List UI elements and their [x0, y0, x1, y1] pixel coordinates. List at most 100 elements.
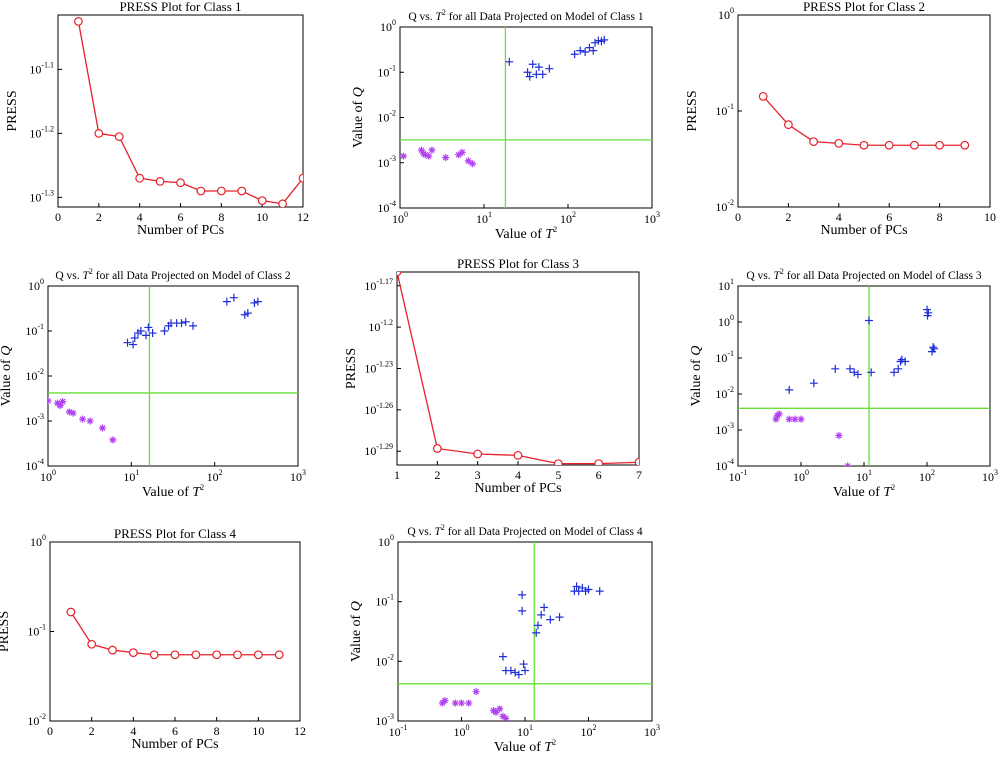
- y-tick-label: 10-2: [715, 198, 734, 214]
- y-tick-label: 10-1.29: [364, 442, 393, 458]
- in-class-point: [59, 398, 67, 406]
- x-tick-label: 2: [785, 210, 791, 224]
- axes-frame: [47, 285, 299, 467]
- y-axis-label: Value of Q: [351, 87, 366, 148]
- press-line: [70, 611, 280, 656]
- out-class-point: [929, 343, 938, 352]
- x-axis-label: Value of T2: [494, 738, 556, 755]
- x-tick-label: 12: [294, 724, 306, 738]
- y-tick-label: 10-2: [715, 385, 734, 401]
- in-class-point: [835, 432, 843, 440]
- plot-area: [738, 286, 990, 466]
- x-tick-label: 100: [40, 468, 56, 484]
- x-tick-label: 10: [252, 724, 264, 738]
- x-axis-label: Value of T2: [142, 483, 204, 500]
- out-class-point: [850, 368, 859, 377]
- press-point: [66, 607, 76, 617]
- out-class-point: [222, 297, 231, 306]
- out-class-point: [572, 582, 581, 591]
- x-tick-label: 4: [515, 468, 521, 482]
- plot-area: [48, 286, 298, 466]
- press-point: [196, 186, 206, 196]
- out-class-point: [142, 331, 151, 340]
- x-tick-label: 4: [836, 210, 842, 224]
- plot-area: [398, 542, 652, 721]
- out-class-point: [505, 57, 514, 66]
- in-class-point: [464, 157, 472, 165]
- x-axis-label: Number of PCs: [820, 223, 907, 238]
- in-class-point: [502, 715, 510, 721]
- in-class-point: [797, 415, 805, 423]
- chart-panel-2: 100 101 102 103 10-4 10-3 10-2 10-1 100 Q vs. T2 …: [351, 8, 660, 242]
- press-point: [74, 17, 83, 26]
- press-point: [809, 137, 818, 147]
- x-tick-label: 8: [214, 724, 220, 738]
- out-class-point: [546, 615, 555, 624]
- x-tick-label: 101: [517, 723, 533, 739]
- y-tick-label: 100: [380, 18, 396, 34]
- y-tick-label: 10-1: [25, 322, 44, 338]
- y-tick-label: 10-4: [25, 457, 44, 473]
- out-class-point: [521, 666, 529, 675]
- out-class-point: [532, 628, 541, 637]
- y-axis-label: PRESS: [344, 348, 359, 389]
- press-point: [114, 132, 124, 142]
- out-class-point: [518, 590, 527, 599]
- out-class-point: [853, 370, 862, 379]
- chart-panel-6: 10-1 100 101 102 103 10-4 10-3 10-2 10-1 100 101 Q …: [689, 267, 998, 500]
- press-point: [253, 650, 263, 660]
- x-tick-label: 7: [636, 468, 642, 482]
- out-class-point: [523, 68, 532, 77]
- out-class-point: [506, 666, 515, 675]
- y-axis-label: PRESS: [685, 90, 700, 131]
- in-class-point: [465, 699, 473, 707]
- y-tick-label: 10-2: [377, 109, 396, 125]
- out-class-point: [525, 72, 534, 81]
- axes-frame: [737, 285, 991, 467]
- in-class-point: [785, 415, 793, 423]
- in-class-point: [69, 409, 77, 417]
- x-axis-label: Number of PCs: [474, 481, 561, 496]
- press-point: [634, 457, 639, 465]
- press-point: [216, 186, 226, 196]
- in-class-point: [472, 688, 480, 696]
- plot-area: [400, 27, 652, 208]
- press-point: [128, 648, 138, 658]
- y-axis-label: PRESS: [0, 611, 12, 652]
- out-class-point: [540, 603, 549, 612]
- press-point: [108, 645, 117, 655]
- in-class-point: [53, 399, 61, 407]
- x-tick-label: 101: [856, 468, 872, 484]
- x-tick-label: 10-1: [729, 468, 748, 484]
- in-class-point: [428, 146, 436, 154]
- y-tick-label: 10-3: [377, 154, 396, 170]
- out-class-point: [144, 323, 153, 332]
- press-point: [149, 650, 159, 660]
- y-axis-label: Value of Q: [689, 346, 704, 407]
- plot-area: [66, 607, 284, 660]
- press-point: [233, 650, 242, 660]
- out-class-point: [867, 368, 876, 377]
- axes-frame: [399, 26, 653, 209]
- in-class-point: [458, 148, 466, 156]
- y-tick-label: 10-1.17: [364, 277, 393, 293]
- x-tick-label: 12: [297, 210, 309, 224]
- in-class-point: [425, 152, 433, 160]
- x-axis-label: Number of PCs: [137, 223, 224, 238]
- x-tick-label: 103: [644, 723, 660, 739]
- y-tick-label: 10-3: [375, 712, 394, 728]
- press-line: [397, 272, 639, 465]
- chart-title: Q vs. T2 for all Data Projected on Model…: [408, 8, 644, 23]
- press-point: [94, 128, 104, 138]
- in-class-point: [98, 424, 106, 432]
- out-class-point: [123, 338, 132, 347]
- chart-panel-7: 0 2 4 6 8 10 12 10-2 10-1 100 PRESS Plot for Class…: [0, 526, 306, 752]
- y-tick-label: 101: [718, 277, 734, 293]
- press-point: [594, 459, 604, 465]
- in-class-point: [48, 397, 52, 405]
- x-tick-label: 101: [476, 210, 492, 226]
- y-tick-label: 10-1: [375, 593, 394, 609]
- x-tick-label: 102: [560, 210, 576, 226]
- out-class-point: [537, 610, 546, 619]
- y-axis-label: Value of Q: [349, 601, 364, 662]
